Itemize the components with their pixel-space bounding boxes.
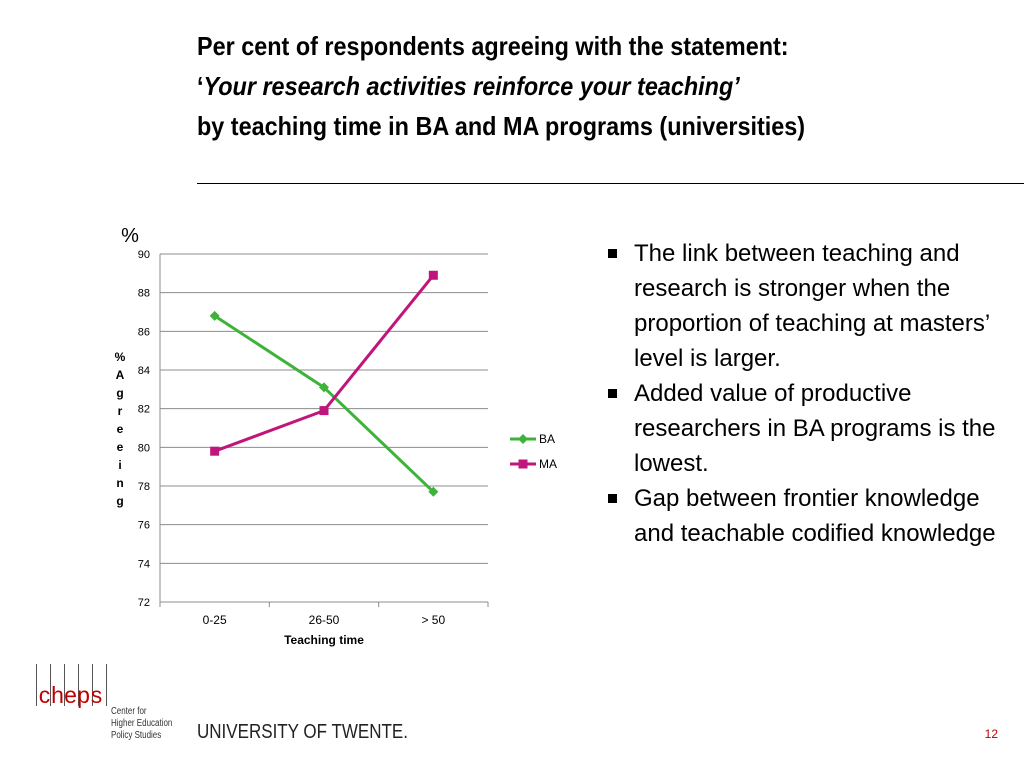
logo-letter: p (77, 682, 90, 708)
slide-title: Per cent of respondents agreeing with th… (197, 26, 935, 146)
y-axis-title-char: g (116, 494, 123, 508)
legend-label-ba: BA (539, 432, 555, 446)
title-line-1: Per cent of respondents agreeing with th… (197, 31, 789, 61)
y-axis-title-char: % (115, 350, 126, 364)
y-tick-label: 84 (138, 365, 150, 377)
logo-caption-line: Policy Studies (111, 730, 162, 741)
logo-letter: h (51, 682, 64, 708)
data-point-ma (428, 270, 438, 280)
title-quote-open: ‘ (197, 71, 204, 101)
y-axis-title-char: g (116, 386, 123, 400)
bullet-square-icon (608, 389, 617, 398)
title-line-2: ‘Your research activities reinforce your… (197, 66, 935, 106)
x-tick-label: > 50 (421, 613, 445, 627)
y-axis-title-char: n (116, 476, 123, 490)
data-point-ma (210, 446, 220, 456)
bullet-square-icon (608, 249, 617, 258)
university-name: UNIVERSITY OF TWENTE. (197, 721, 408, 743)
logo-caption-line: Center for (111, 706, 147, 717)
y-tick-label: 78 (138, 481, 150, 493)
logo-letter: s (90, 682, 103, 708)
series-line-ba (213, 314, 435, 493)
data-point-ma (319, 406, 329, 416)
data-point-ba (209, 310, 220, 321)
y-tick-label: 90 (138, 249, 150, 261)
cheps-logo: cheps Center for Higher Education Policy… (30, 664, 200, 754)
logo-letter: e (64, 682, 77, 708)
y-axis-title-char: A (116, 368, 125, 382)
legend-marker-ma (518, 459, 528, 469)
legend-marker-ba (518, 434, 528, 444)
logo-letter: c (38, 682, 51, 708)
title-divider (197, 183, 1024, 184)
bullet-item: The link between teaching and research i… (604, 236, 1004, 376)
y-axis-title-char: e (117, 440, 124, 454)
y-tick-label: 82 (138, 404, 150, 416)
y-tick-label: 80 (138, 442, 150, 454)
y-axis-title-char: r (118, 404, 123, 418)
x-tick-label: 26-50 (309, 613, 340, 627)
x-tick-label: 0-25 (203, 613, 227, 627)
line-chart: 72 74 76 78 80 82 84 86 88 90 0-25 26-50 > 50 Teachin… (115, 225, 557, 647)
y-tick-label: 72 (138, 597, 150, 609)
y-tick-label: 86 (138, 326, 150, 338)
title-line-3: by teaching time in BA and MA programs (… (197, 111, 806, 141)
x-axis-title: Teaching time (284, 633, 364, 647)
page-number: 12 (984, 727, 998, 741)
data-point-ba (428, 486, 439, 497)
y-tick-label: 74 (138, 558, 150, 570)
bullet-item: Added value of productive researchers in… (604, 376, 1004, 481)
title-statement: Your research activities reinforce your … (203, 71, 734, 101)
bullet-text: Gap between frontier knowledge and teach… (634, 485, 996, 547)
bullet-square-icon (608, 494, 617, 503)
bullet-item: Gap between frontier knowledge and teach… (604, 481, 1004, 551)
logo-caption: Center for Higher Education Policy Studi… (111, 706, 172, 742)
y-axis-title-char: i (118, 458, 121, 472)
y-tick-label: 76 (138, 520, 150, 532)
data-point-ba (319, 382, 329, 393)
y-tick-label: 88 (138, 288, 150, 300)
bullet-text: The link between teaching and research i… (634, 240, 990, 372)
bullet-text: Added value of productive researchers in… (634, 380, 996, 477)
series-line-ma (214, 274, 435, 453)
logo-letters: cheps (38, 682, 103, 709)
bullet-list: The link between teaching and research i… (604, 236, 1004, 551)
title-quote-close: ’ (733, 71, 740, 101)
y-axis-title-char: e (117, 422, 124, 436)
unit-label: % (121, 225, 139, 247)
legend-label-ma: MA (539, 457, 557, 471)
logo-caption-line: Higher Education (111, 718, 173, 729)
